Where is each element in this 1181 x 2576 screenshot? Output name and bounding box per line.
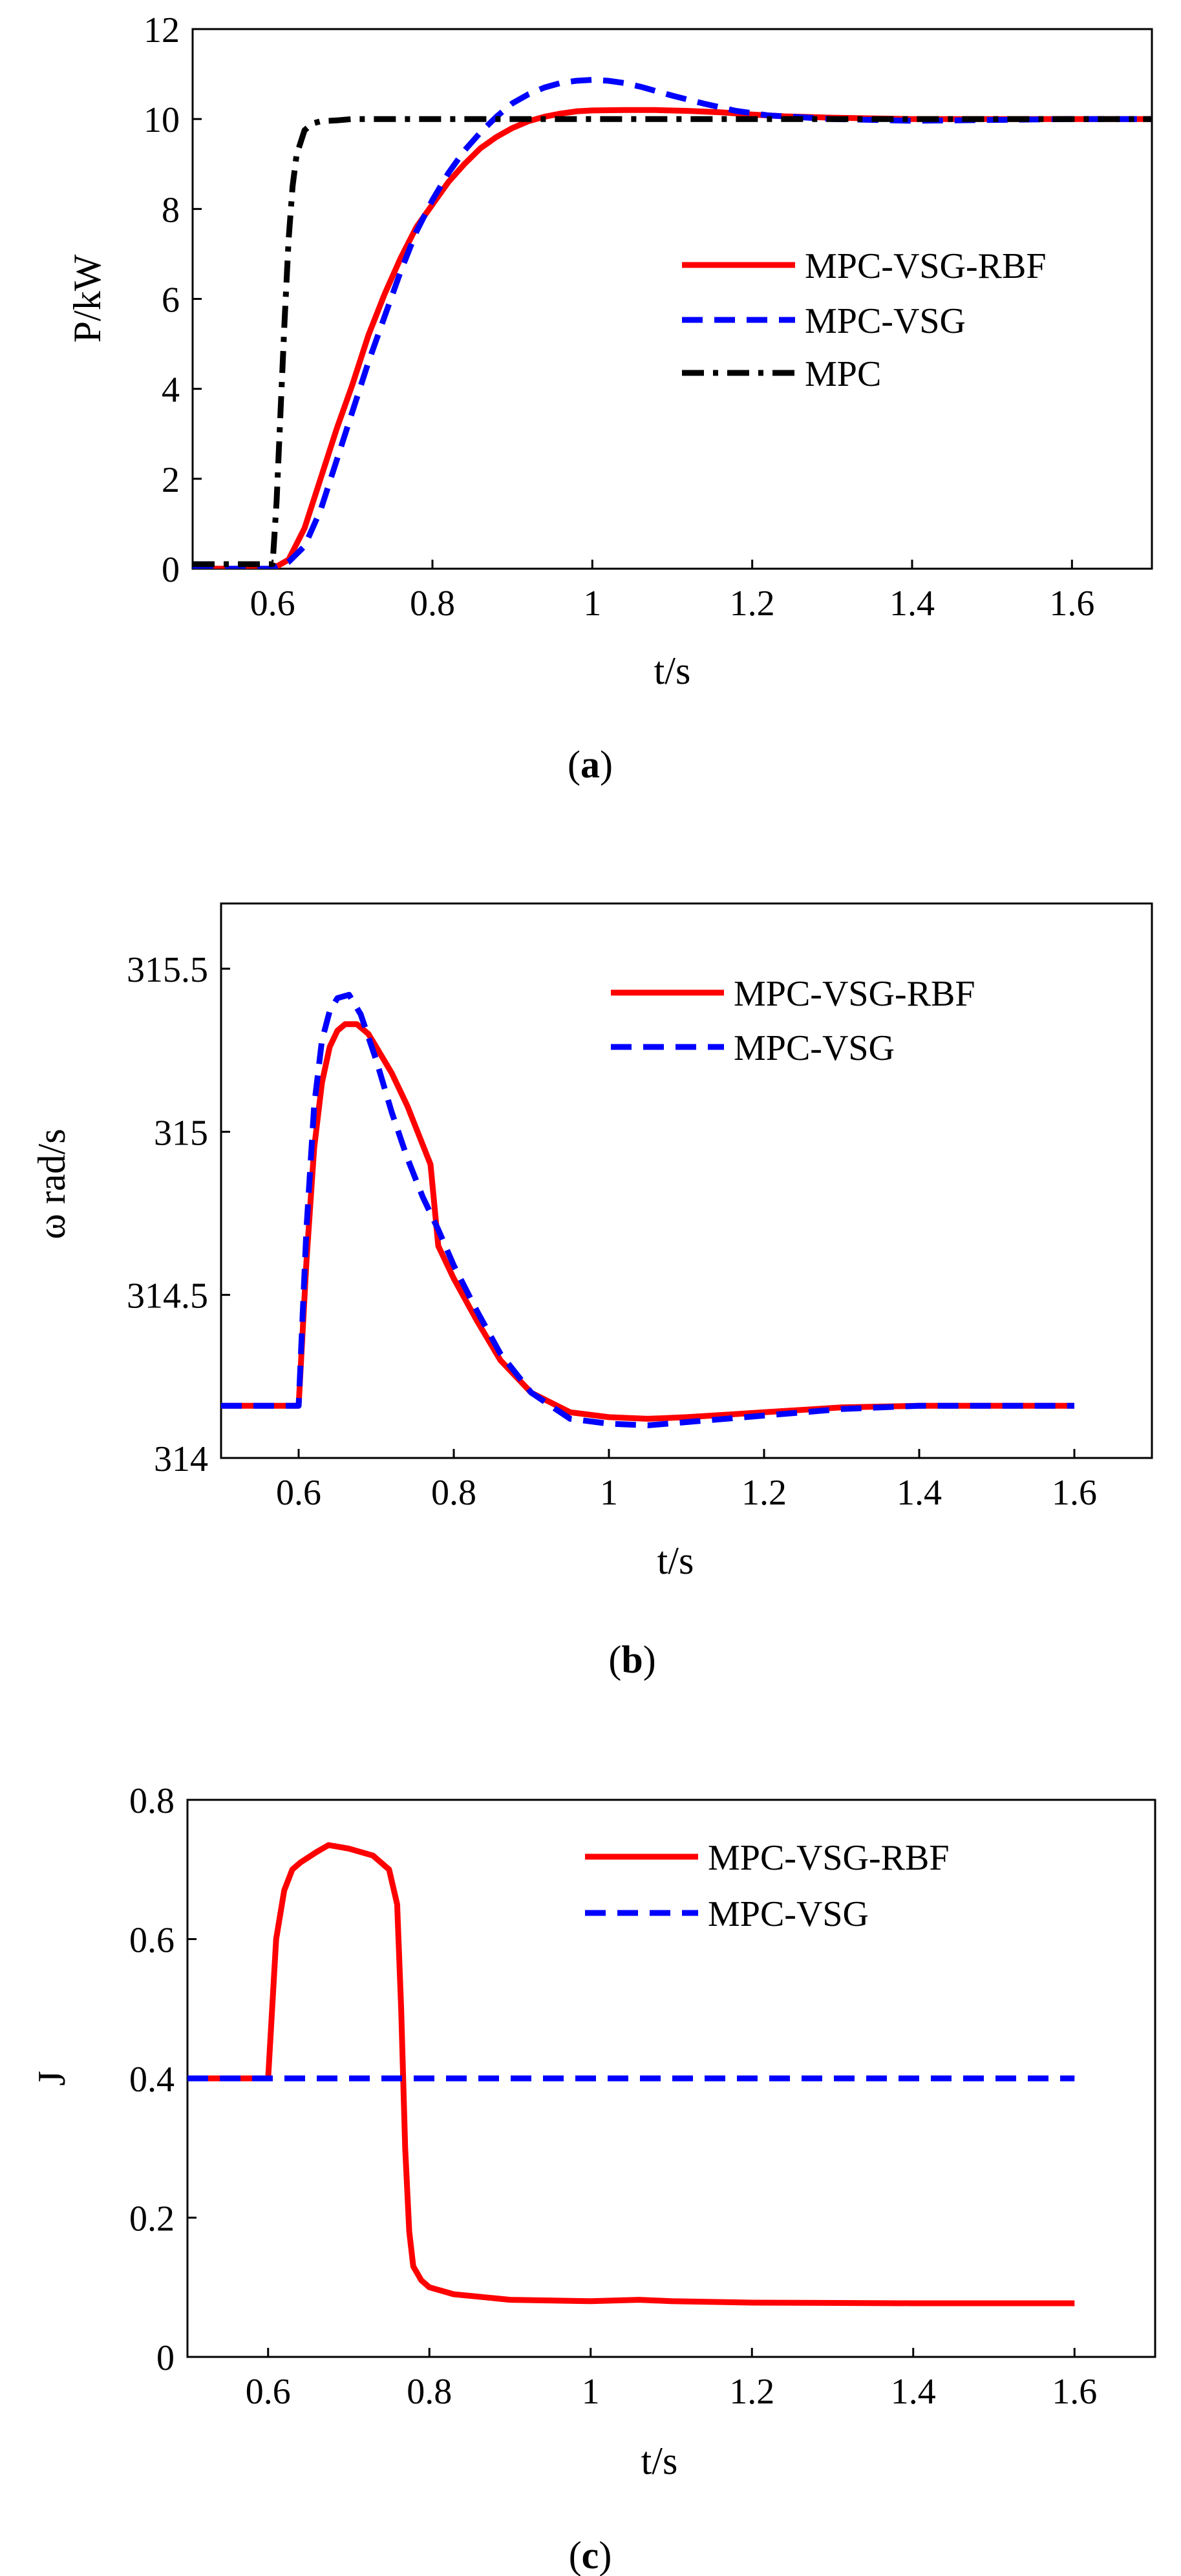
axes-box-b	[220, 902, 1153, 1459]
x-axis-label-a: t/s	[654, 649, 691, 692]
x-tick-label-a: 1.4	[889, 584, 935, 624]
x-ticks-b: 0.6 0.8 1 1.2 1.4 1.6	[276, 1449, 1097, 1513]
x-tick-label-a: 1	[583, 584, 601, 624]
y-tick-label-b: 314	[154, 1439, 208, 1479]
x-ticks-c: 0.6 0.8 1 1.2 1.4 1.6	[246, 2348, 1097, 2412]
y-axis-label-a: P/kW	[66, 254, 109, 343]
y-tick-label-c: 0.2	[129, 2199, 175, 2239]
series-line-mpc-vsg-a	[193, 77, 1152, 569]
y-axis-label-c: J	[30, 2071, 73, 2085]
caption-c: (c)	[569, 2534, 612, 2576]
x-tick-label-c: 1.4	[891, 2372, 936, 2412]
legend-c: MPC-VSG-RBF MPC-VSG	[585, 1838, 949, 1934]
panel-c: 0.6 0.8 1 1.2 1.4 1.6 0 0.2 0.4 0.6 0.8 t/s J MPC…	[30, 1781, 1156, 2576]
y-tick-label-a: 4	[162, 370, 180, 410]
caption-letter-b: b	[621, 1638, 643, 1681]
y-tick-label-a: 8	[162, 190, 180, 230]
y-tick-label-c: 0.8	[129, 1781, 175, 1821]
series-line-mpc-vsg-rbf-c	[187, 1842, 1075, 2307]
y-tick-label-a: 12	[144, 10, 180, 50]
y-tick-label-c: 0.6	[129, 1921, 175, 1961]
x-axis-label-c: t/s	[641, 2440, 678, 2482]
legend-label-mpc-vsg-rbf: MPC-VSG-RBF	[734, 974, 975, 1014]
series-group-c	[187, 1842, 1075, 2307]
y-axis-label-b: ω rad/s	[30, 1128, 73, 1239]
panel-a: 0.6 0.8 1 1.2 1.4 1.6 0 2 4 6 8 10 12 t/s P/kW MPC-…	[66, 10, 1153, 786]
panel-b: 0.6 0.8 1 1.2 1.4 1.6 314 314.5 315 315.5 t/s ω …	[30, 902, 1153, 1681]
series-line-mpc-vsg-rbf-a	[193, 107, 1152, 569]
y-tick-label-b: 315	[154, 1113, 208, 1153]
y-tick-label-a: 0	[162, 550, 180, 590]
y-tick-label-a: 2	[162, 460, 180, 500]
legend-label-mpc-vsg: MPC-VSG	[805, 301, 966, 341]
x-tick-label-a: 1.2	[730, 584, 775, 624]
x-tick-label-c: 1	[582, 2372, 600, 2412]
series-line-mpc-vsg-b	[221, 991, 1074, 1428]
y-ticks-c: 0 0.2 0.4 0.6 0.8	[129, 1781, 197, 2378]
caption-letter-a: a	[580, 743, 600, 786]
caption-b: (b)	[608, 1638, 655, 1681]
x-tick-label-c: 0.8	[407, 2372, 452, 2412]
x-tick-label-b: 1.2	[741, 1473, 787, 1513]
legend-b: MPC-VSG-RBF MPC-VSG	[611, 974, 975, 1068]
x-tick-label-b: 1.4	[897, 1473, 942, 1513]
series-group-b	[221, 991, 1074, 1428]
y-tick-label-a: 10	[144, 100, 180, 140]
legend-label-mpc-vsg-rbf: MPC-VSG-RBF	[708, 1838, 949, 1878]
x-ticks-a: 0.6 0.8 1 1.2 1.4 1.6	[250, 560, 1094, 624]
caption-a: (a)	[568, 743, 613, 786]
y-ticks-a: 0 2 4 6 8 10 12	[144, 10, 202, 590]
x-tick-label-b: 0.8	[431, 1473, 476, 1513]
y-tick-label-b: 314.5	[127, 1276, 208, 1316]
y-tick-label-b: 315.5	[127, 950, 208, 990]
y-ticks-b: 314 314.5 315 315.5	[127, 950, 230, 1479]
x-tick-label-a: 0.6	[250, 584, 295, 624]
caption-letter-c: c	[582, 2534, 599, 2576]
legend-a: MPC-VSG-RBF MPC-VSG MPC	[682, 246, 1046, 394]
legend-label-mpc-vsg: MPC-VSG	[734, 1028, 895, 1068]
series-line-mpc-vsg-rbf-b	[221, 1021, 1074, 1422]
x-tick-label-b: 0.6	[276, 1473, 321, 1513]
legend-label-mpc-vsg-rbf: MPC-VSG-RBF	[805, 246, 1046, 286]
x-tick-label-b: 1.6	[1052, 1473, 1097, 1513]
x-tick-label-c: 1.6	[1052, 2372, 1097, 2412]
y-tick-label-c: 0	[156, 2338, 175, 2378]
x-tick-label-a: 0.8	[410, 584, 455, 624]
y-tick-label-a: 6	[162, 280, 180, 321]
x-tick-label-c: 0.6	[246, 2372, 291, 2412]
x-axis-label-b: t/s	[657, 1539, 694, 1582]
legend-label-mpc-vsg: MPC-VSG	[708, 1894, 869, 1934]
series-group-a	[193, 77, 1152, 569]
x-tick-label-c: 1.2	[729, 2372, 774, 2412]
series-line-mpc-a	[193, 116, 1152, 567]
y-tick-label-c: 0.4	[129, 2060, 175, 2100]
legend-label-mpc: MPC	[805, 354, 881, 394]
x-tick-label-b: 1	[600, 1473, 618, 1513]
x-tick-label-a: 1.6	[1049, 584, 1094, 624]
